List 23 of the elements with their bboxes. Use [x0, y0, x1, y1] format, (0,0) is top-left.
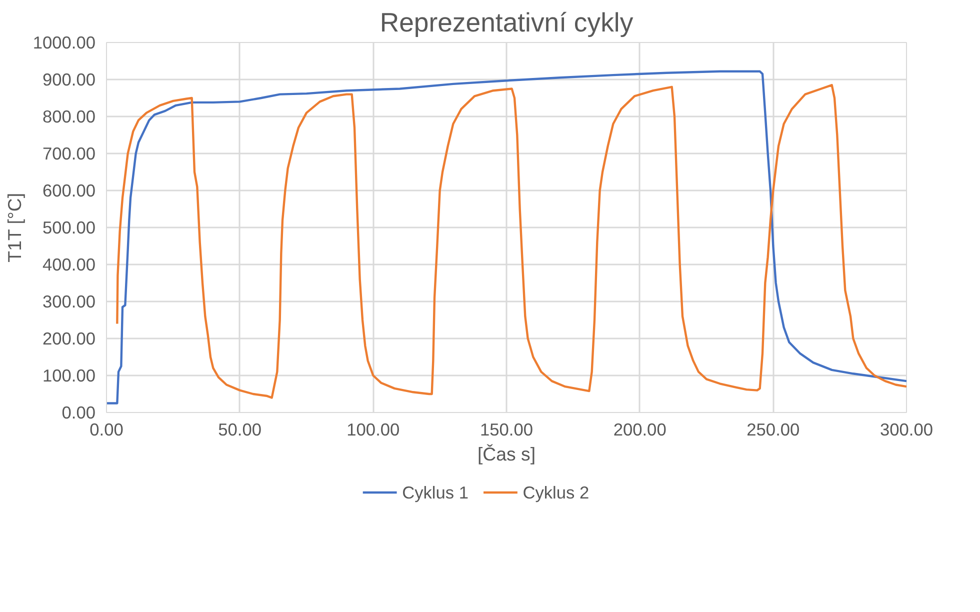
- y-tick-label: 600.00: [42, 180, 96, 200]
- chart-title: Reprezentativní cykly: [380, 8, 634, 38]
- y-tick-label: 800.00: [42, 106, 96, 126]
- x-axis-title: [Čas s]: [477, 444, 536, 464]
- x-tick-label: 50.00: [218, 420, 262, 440]
- y-tick-label: 500.00: [42, 218, 96, 238]
- legend-label: Cyklus 1: [402, 482, 469, 502]
- y-tick-label: 300.00: [42, 292, 96, 312]
- legend-label: Cyklus 2: [522, 482, 590, 502]
- y-tick-label: 900.00: [42, 70, 96, 90]
- y-tick-label: 700.00: [42, 144, 96, 164]
- x-tick-label: 100.00: [346, 420, 400, 440]
- x-tick-label: 250.00: [746, 420, 800, 440]
- y-axis-title: T1T [°C]: [4, 192, 25, 262]
- y-tick-label: 400.00: [42, 254, 96, 274]
- y-tick-label: 1000.00: [32, 32, 96, 52]
- y-tick-label: 0.00: [62, 402, 96, 422]
- x-tick-label: 300.00: [880, 420, 933, 440]
- x-tick-label: 0.00: [90, 420, 124, 440]
- y-tick-label: 200.00: [42, 328, 96, 348]
- y-tick-label: 100.00: [42, 366, 96, 386]
- x-tick-label: 150.00: [480, 420, 533, 440]
- x-tick-label: 200.00: [613, 420, 666, 440]
